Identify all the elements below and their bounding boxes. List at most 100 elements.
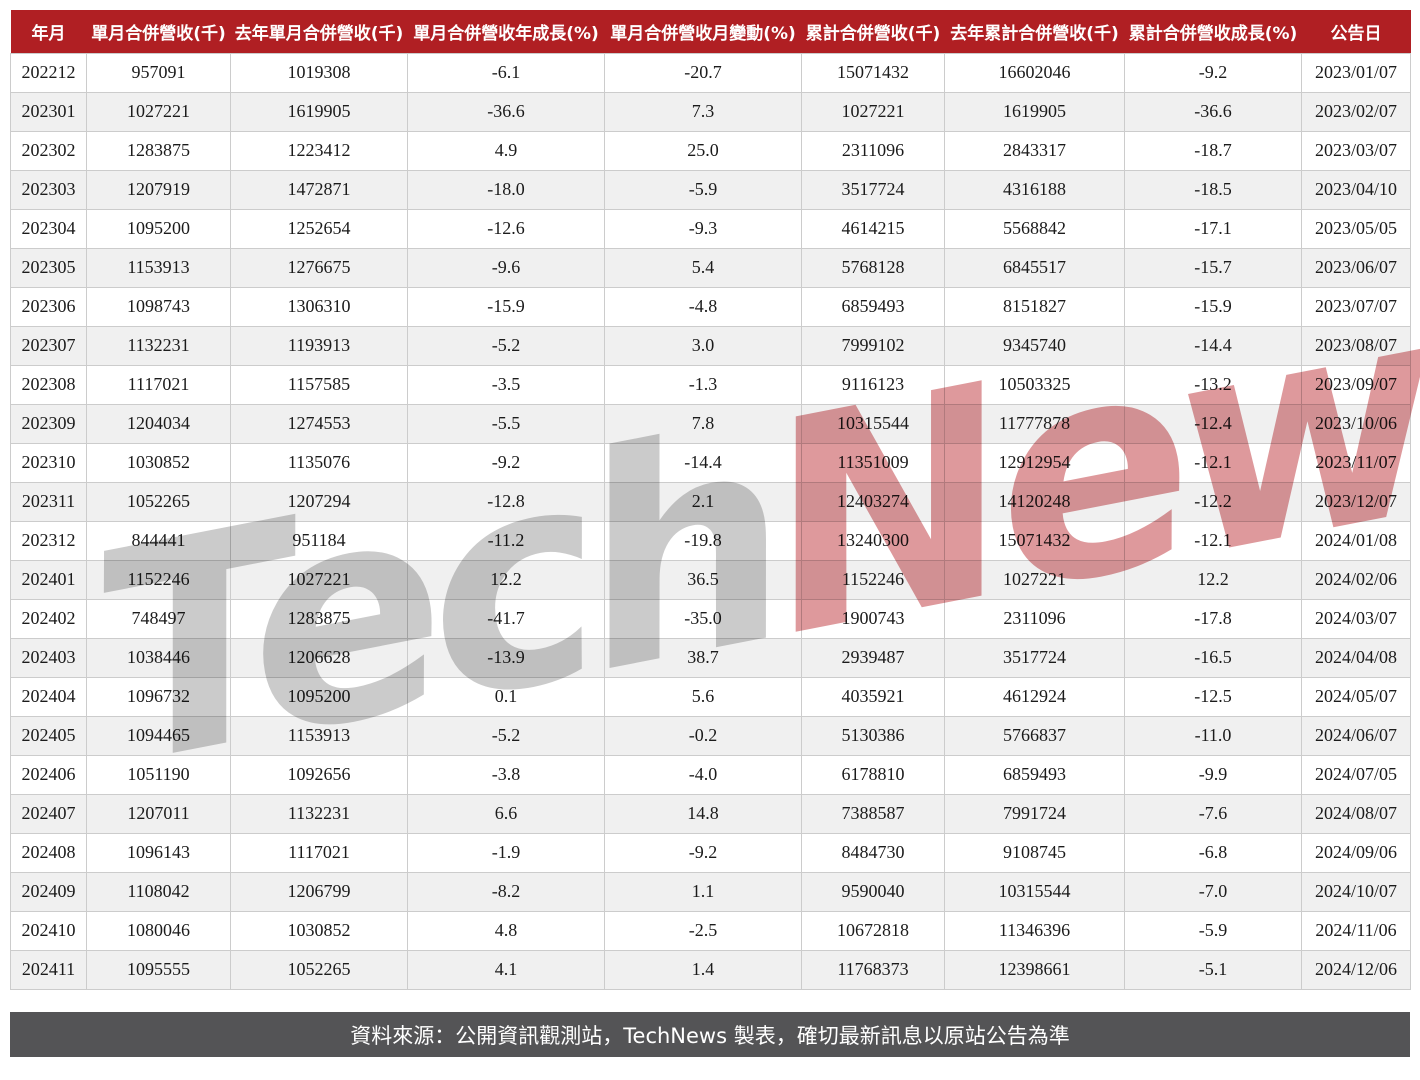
- cell: 7999102: [801, 325, 945, 366]
- table-row: 202307 1132231 1193913 -5.2 3.0 7999102 934574…: [10, 325, 1411, 366]
- cell: 2023/10/06: [1301, 403, 1411, 444]
- cell: -18.7: [1124, 130, 1302, 171]
- cell: 2023/04/10: [1301, 169, 1411, 210]
- cell: -12.4: [1124, 403, 1302, 444]
- table-row: 202306 1098743 1306310 -15.9 -4.8 6859493 8151…: [10, 286, 1411, 327]
- cell: 10672818: [801, 910, 945, 951]
- cell: 2024/11/06: [1301, 910, 1411, 951]
- cell: 9108745: [944, 832, 1125, 873]
- cell: 2023/07/07: [1301, 286, 1411, 327]
- cell: -4.8: [604, 286, 802, 327]
- source-footer-text: 資料來源：公開資訊觀測站，TechNews 製表，確切最新訊息以原站公告為準: [350, 1023, 1070, 1048]
- cell: 1080046: [86, 910, 231, 951]
- cell: 2023/09/07: [1301, 364, 1411, 405]
- cell: 15071432: [801, 52, 945, 93]
- cell: 202310: [10, 442, 87, 483]
- cell: 7388587: [801, 793, 945, 834]
- cell: 13240300: [801, 520, 945, 561]
- cell: 1135076: [230, 442, 408, 483]
- cell: 202407: [10, 793, 87, 834]
- cell: 2023/05/05: [1301, 208, 1411, 249]
- column-header: 去年單月合併營收(千): [230, 10, 408, 53]
- cell: 1152246: [801, 559, 945, 600]
- table-row: 202311 1052265 1207294 -12.8 2.1 12403274 1412…: [10, 481, 1411, 522]
- cell: -5.2: [407, 325, 605, 366]
- cell: 844441: [86, 520, 231, 561]
- cell: 202402: [10, 598, 87, 639]
- cell: -5.9: [1124, 910, 1302, 951]
- cell: 2023/08/07: [1301, 325, 1411, 366]
- cell: 6845517: [944, 247, 1125, 288]
- cell: -6.1: [407, 52, 605, 93]
- table-header: 年月 單月合併營收(千) 去年單月合併營收(千) 單月合併營收年成長(%) 單月合併營收…: [10, 10, 1411, 53]
- cell: -6.8: [1124, 832, 1302, 873]
- cell: 1152246: [86, 559, 231, 600]
- cell: -15.9: [1124, 286, 1302, 327]
- cell: 2024/09/06: [1301, 832, 1411, 873]
- cell: 2024/04/08: [1301, 637, 1411, 678]
- cell: 4612924: [944, 676, 1125, 717]
- cell: 1204034: [86, 403, 231, 444]
- cell: -9.2: [604, 832, 802, 873]
- cell: 1096143: [86, 832, 231, 873]
- cell: -5.9: [604, 169, 802, 210]
- column-header: 累計合併營收(千): [801, 10, 945, 53]
- cell: 202303: [10, 169, 87, 210]
- cell: 1153913: [86, 247, 231, 288]
- cell: 7.8: [604, 403, 802, 444]
- column-header: 年月: [10, 10, 87, 53]
- cell: 202305: [10, 247, 87, 288]
- table-row: 202411 1095555 1052265 4.1 1.4 11768373 123986…: [10, 949, 1411, 990]
- cell: -1.9: [407, 832, 605, 873]
- cell: 1900743: [801, 598, 945, 639]
- cell: 202410: [10, 910, 87, 951]
- cell: 9345740: [944, 325, 1125, 366]
- cell: 951184: [230, 520, 408, 561]
- cell: 1153913: [230, 715, 408, 756]
- cell: 2024/05/07: [1301, 676, 1411, 717]
- cell: 748497: [86, 598, 231, 639]
- cell: -17.1: [1124, 208, 1302, 249]
- cell: 38.7: [604, 637, 802, 678]
- cell: 15071432: [944, 520, 1125, 561]
- column-header: 去年累計合併營收(千): [944, 10, 1125, 53]
- table-row: 202409 1108042 1206799 -8.2 1.1 9590040 103155…: [10, 871, 1411, 912]
- cell: 9590040: [801, 871, 945, 912]
- cell: -12.1: [1124, 520, 1302, 561]
- cell: 2023/11/07: [1301, 442, 1411, 483]
- table-row: 202305 1153913 1276675 -9.6 5.4 5768128 684551…: [10, 247, 1411, 288]
- cell: 1472871: [230, 169, 408, 210]
- cell: 12403274: [801, 481, 945, 522]
- cell: -7.0: [1124, 871, 1302, 912]
- cell: 2843317: [944, 130, 1125, 171]
- cell: 1.4: [604, 949, 802, 990]
- cell: 4.8: [407, 910, 605, 951]
- cell: 202307: [10, 325, 87, 366]
- table-row: 202312 844441 951184 -11.2 -19.8 13240300 1507…: [10, 520, 1411, 561]
- cell: 1206799: [230, 871, 408, 912]
- table-row: 202301 1027221 1619905 -36.6 7.3 1027221 16199…: [10, 91, 1411, 132]
- table-row: 202401 1152246 1027221 12.2 36.5 1152246 10272…: [10, 559, 1411, 600]
- cell: 6859493: [801, 286, 945, 327]
- cell: 202306: [10, 286, 87, 327]
- cell: 1027221: [944, 559, 1125, 600]
- cell: -9.2: [1124, 52, 1302, 93]
- cell: 5.6: [604, 676, 802, 717]
- cell: -12.2: [1124, 481, 1302, 522]
- cell: 2023/01/07: [1301, 52, 1411, 93]
- cell: 1098743: [86, 286, 231, 327]
- cell: 202308: [10, 364, 87, 405]
- cell: -14.4: [1124, 325, 1302, 366]
- cell: 4.1: [407, 949, 605, 990]
- cell: -16.5: [1124, 637, 1302, 678]
- cell: -35.0: [604, 598, 802, 639]
- cell: -9.6: [407, 247, 605, 288]
- cell: 5766837: [944, 715, 1125, 756]
- cell: -20.7: [604, 52, 802, 93]
- cell: 7.3: [604, 91, 802, 132]
- cell: 6.6: [407, 793, 605, 834]
- table-row: 202302 1283875 1223412 4.9 25.0 2311096 284331…: [10, 130, 1411, 171]
- cell: 202302: [10, 130, 87, 171]
- cell: 2024/01/08: [1301, 520, 1411, 561]
- cell: 202406: [10, 754, 87, 795]
